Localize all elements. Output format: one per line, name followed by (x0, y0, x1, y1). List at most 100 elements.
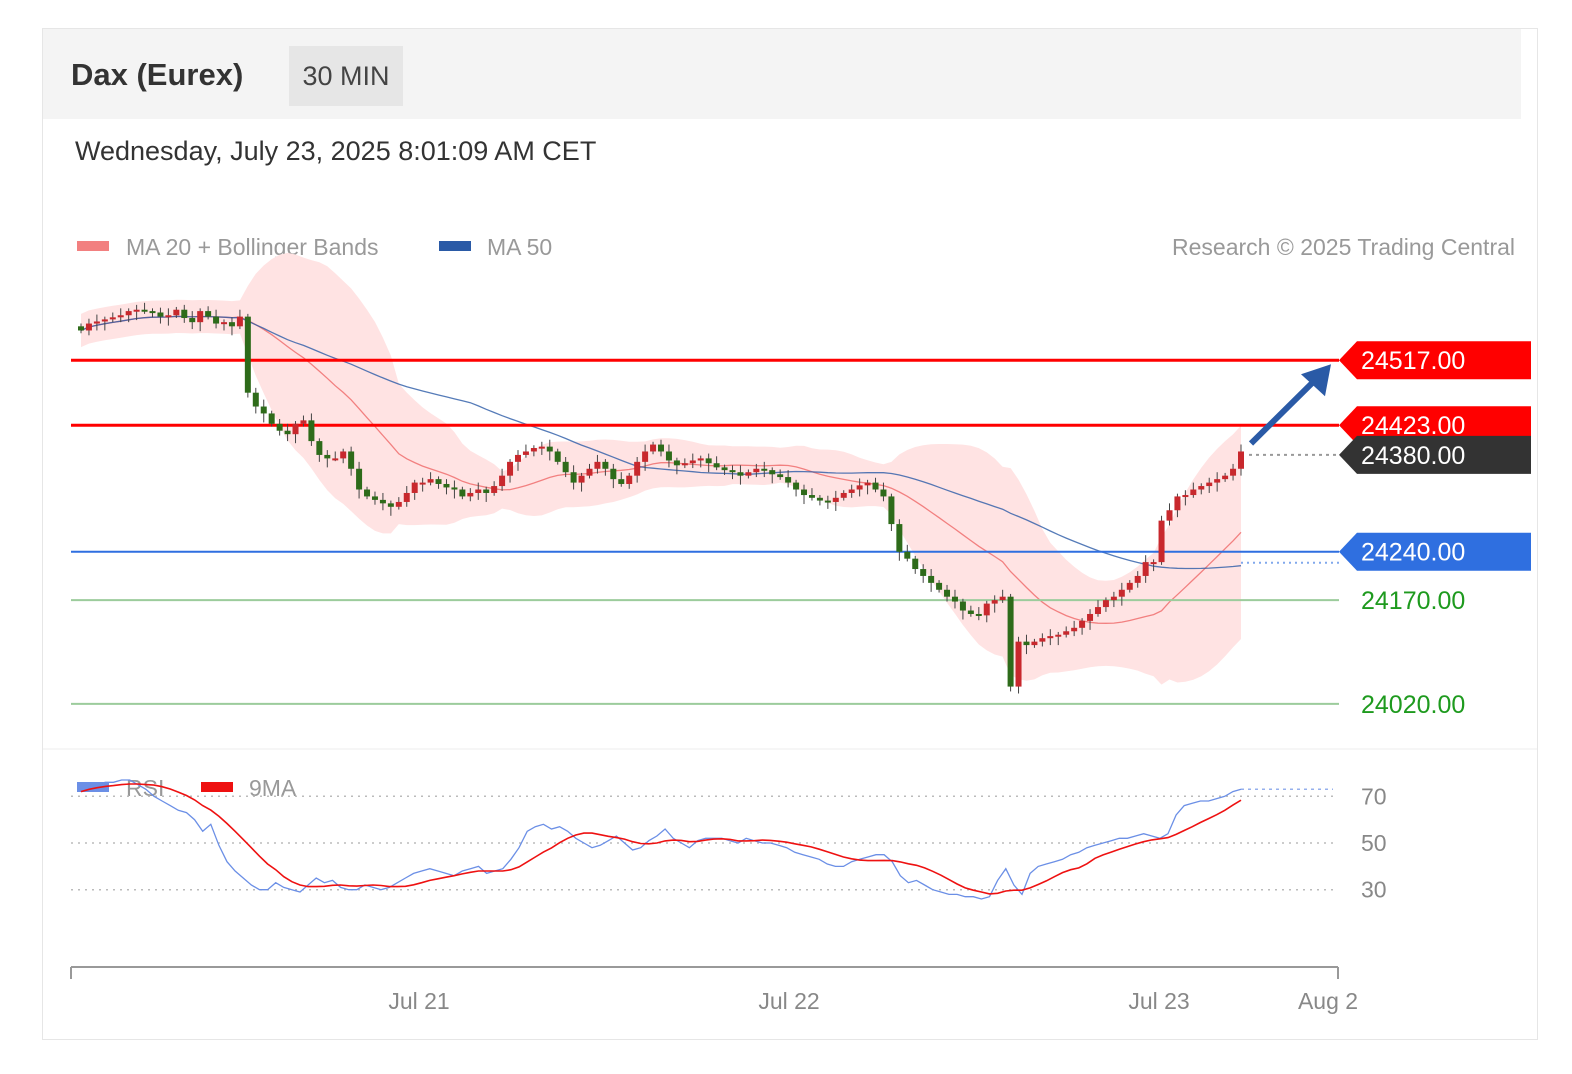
candle-body (928, 575, 935, 583)
candle-body (1150, 562, 1157, 565)
candle-body (951, 596, 958, 602)
rsi-ma-legend-label: 9MA (249, 775, 297, 801)
time-axis-label: Aug 2 (1298, 988, 1358, 1014)
candle-body (808, 495, 815, 498)
candle-body (1134, 575, 1141, 583)
candle-body (832, 497, 839, 502)
candle-body (514, 454, 521, 462)
candle-body (1238, 451, 1244, 469)
candle-body (356, 468, 363, 490)
candle-body (228, 322, 235, 327)
candle-body (284, 430, 291, 435)
candle-body (173, 309, 180, 316)
candle-body (252, 392, 259, 407)
candle-body (435, 479, 442, 484)
candle-body (920, 569, 927, 576)
candle-body (872, 482, 879, 490)
candle-body (1126, 582, 1133, 590)
candle-body (880, 489, 887, 497)
candle-body (491, 486, 498, 493)
candle-body (419, 482, 426, 485)
candle-body (1031, 641, 1038, 646)
candle-body (665, 451, 672, 461)
timestamp: Wednesday, July 23, 2025 8:01:09 AM CET (75, 136, 597, 166)
candle-body (157, 312, 164, 317)
candle-body (610, 468, 617, 480)
candle-body (594, 461, 601, 469)
candle-body (578, 475, 585, 483)
candle-body (213, 316, 220, 324)
candle-body (570, 472, 577, 483)
support-level-label: 24020.00 (1361, 691, 1465, 719)
candle-body (165, 315, 172, 318)
candle-body (316, 441, 323, 455)
candle-body (1063, 631, 1070, 635)
candle-body (276, 423, 283, 431)
candle-body (1079, 620, 1086, 628)
candle-body (658, 444, 664, 452)
candle-body (109, 317, 116, 320)
instrument-title: Dax (Eurex) (71, 57, 244, 92)
candle-body (1055, 634, 1062, 637)
candle-body (1206, 482, 1213, 487)
candle-body (300, 420, 307, 424)
candle-body (244, 316, 251, 393)
candle-body (332, 458, 339, 461)
candle-body (864, 482, 871, 486)
interval-badge[interactable]: 30 MIN (289, 46, 403, 106)
rsi-tick-label: 70 (1361, 783, 1387, 809)
candle-body (546, 446, 553, 452)
resistance-level-label: 24423.00 (1361, 412, 1465, 440)
candle-body (777, 474, 784, 478)
resistance-level-label: 24517.00 (1361, 347, 1465, 375)
resistance-level-tag (1339, 341, 1531, 380)
ma20-legend-swatch (77, 241, 109, 251)
candle-body (912, 558, 919, 570)
time-axis-label: Jul 23 (1128, 988, 1189, 1014)
candle-body (189, 318, 196, 323)
candle-body (411, 482, 418, 493)
candle-body (1015, 641, 1022, 687)
candle-body (1174, 496, 1181, 511)
candle-body (1071, 627, 1078, 632)
candle-body (1230, 468, 1237, 476)
candle-body (745, 472, 752, 476)
candle-body (141, 309, 148, 312)
candle-body (721, 467, 728, 471)
candle-body (1087, 613, 1094, 621)
candle-body (1007, 596, 1014, 687)
candle-body (967, 610, 974, 614)
candle-body (467, 492, 474, 497)
candle-body (729, 470, 736, 473)
candle-body (785, 477, 792, 483)
candle-body (348, 451, 355, 469)
candle-body (753, 468, 760, 473)
candle-body (85, 323, 92, 331)
candle-body (1102, 600, 1109, 608)
candle-body (761, 468, 768, 471)
resistance-level-tag (1339, 406, 1531, 445)
ma50-legend-swatch (439, 241, 471, 251)
candle-body (1039, 638, 1046, 642)
candle-body (936, 582, 943, 590)
candle-body (697, 458, 704, 461)
candle-body (991, 600, 998, 604)
candle-body (896, 524, 903, 552)
candle-body (1023, 641, 1030, 646)
candle-body (650, 444, 657, 452)
candle-body (554, 451, 561, 462)
candle-body (459, 489, 466, 497)
candle-body (634, 461, 641, 476)
rsi-tick-label: 30 (1361, 877, 1387, 903)
candle-body (816, 497, 823, 501)
candle-body (205, 311, 212, 317)
candle-body (522, 451, 529, 455)
rsi-line (80, 779, 1242, 900)
candle-body (530, 448, 537, 452)
rsi-tick-label: 50 (1361, 830, 1387, 856)
pivot-level-label: 24240.00 (1361, 539, 1465, 567)
time-axis-label: Jul 21 (388, 988, 449, 1014)
chart-card: Dax (Eurex) 30 MIN Wednesday, July 23, 2… (42, 28, 1538, 1040)
trend-arrow-head (1301, 364, 1331, 397)
support-level-label: 24170.00 (1361, 587, 1465, 615)
